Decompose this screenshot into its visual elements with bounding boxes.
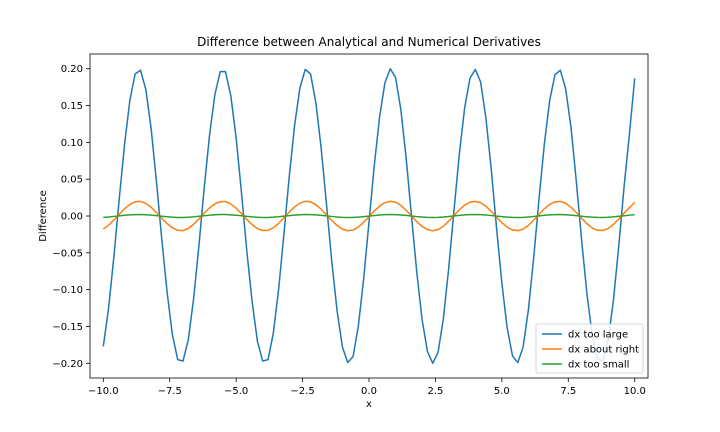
x-tick-label: 0.0 [361,386,377,397]
legend-label-2: dx about right [568,345,639,356]
y-axis-label: Difference [38,190,49,242]
y-tick-label: 0.05 [61,175,83,186]
series-line-1 [102,67,636,365]
y-tick-label: −0.20 [52,359,83,370]
plot-area: −10.0 −7.5 −5.0 −2.5 0.0 2.5 5.0 7.5 10.0 −0.20−… [52,53,649,397]
x-tick-label: −2.5 [290,386,314,397]
y-tick-label: 0.20 [61,64,83,75]
x-tick-label: −7.5 [158,386,182,397]
y-tick-label: −0.15 [52,322,83,333]
x-tick-label: 7.5 [560,386,576,397]
legend: dx too large dx about right dx too small [535,323,644,374]
x-tick-label: −5.0 [224,386,248,397]
y-tick-label: 0.10 [61,138,83,149]
series-layer [102,67,636,365]
x-tick-label: −10.0 [88,386,119,397]
series-line-3 [103,213,635,219]
y-tick-label: 0.00 [61,212,83,223]
legend-box [535,323,644,374]
chart-title: Difference between Analytical and Numeri… [197,35,541,49]
legend-label-3: dx too small [568,360,629,371]
y-tick-label: −0.05 [52,248,83,259]
y-tick-label: 0.15 [61,101,83,112]
y-tick-label: −0.10 [52,285,83,296]
legend-label-1: dx too large [568,330,628,341]
x-tick-label: 5.0 [494,386,510,397]
x-tick-label: 2.5 [427,386,443,397]
x-tick-label: 10.0 [624,386,646,397]
x-axis-ticks: −10.0 −7.5 −5.0 −2.5 0.0 2.5 5.0 7.5 10.0 [88,378,646,397]
x-axis-label: x [366,399,372,410]
y-axis-ticks: −0.20 −0.15 −0.10 −0.05 0.00 0.05 0.10 0.15 0.20 [52,64,90,370]
